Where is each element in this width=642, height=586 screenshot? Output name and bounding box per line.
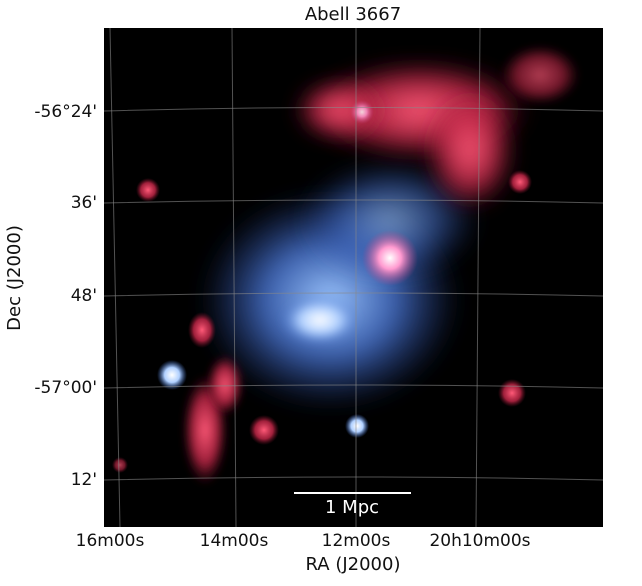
- title: Abell 3667: [305, 4, 401, 25]
- x-axis-label: RA (J2000): [306, 554, 401, 575]
- y-tick-label: 48': [71, 286, 97, 306]
- y-axis-label: Dec (J2000): [4, 225, 25, 331]
- scale-bar-label: 1 Mpc: [325, 497, 379, 518]
- coordinate-grid: [104, 28, 603, 527]
- y-tick-label: -56°24': [34, 102, 97, 122]
- y-tick-label: 12': [71, 470, 97, 490]
- x-tick-label: 12m00s: [322, 531, 391, 551]
- x-tick-label: 20h10m00s: [429, 531, 530, 551]
- y-tick-label: -57°00': [34, 378, 97, 398]
- sky-image: [104, 28, 603, 527]
- x-tick-label: 14m00s: [200, 531, 269, 551]
- y-tick-label: 36': [71, 193, 97, 213]
- x-tick-label: 16m00s: [76, 531, 145, 551]
